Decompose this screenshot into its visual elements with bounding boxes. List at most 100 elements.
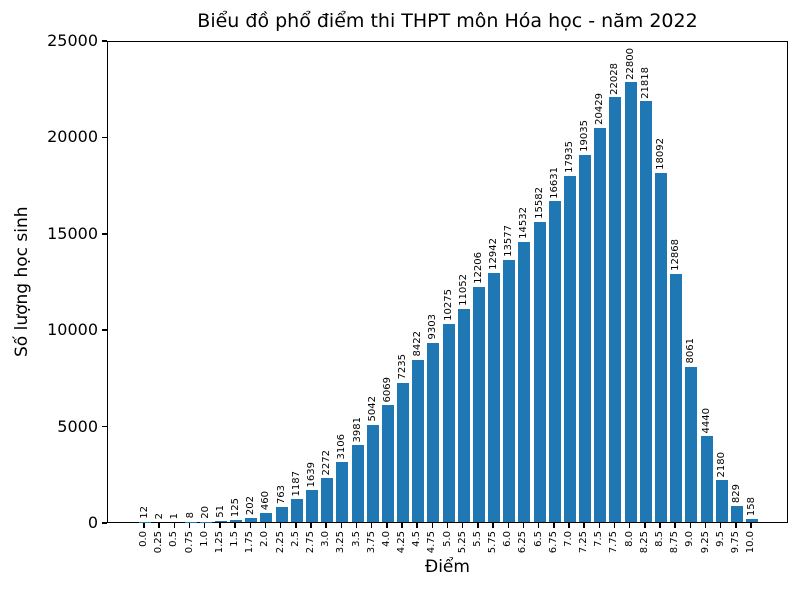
- bar-value-label: 2180: [715, 451, 727, 477]
- x-tick: [598, 523, 600, 528]
- x-tick: [416, 523, 418, 528]
- y-tick: [102, 425, 107, 428]
- x-tick-label: 6.75: [547, 531, 559, 554]
- y-tick: [102, 329, 107, 331]
- x-tick-label: 1.5: [229, 531, 241, 547]
- x-tick-label: 2.5: [289, 531, 301, 547]
- bar: [670, 273, 683, 522]
- x-tick-label: 7.75: [608, 531, 620, 554]
- x-tick: [295, 523, 297, 528]
- bar-value-label: 1639: [305, 461, 317, 488]
- bar-value-label: 8061: [685, 338, 697, 364]
- bar: [351, 445, 364, 522]
- x-tick-label: 0.75: [183, 531, 195, 554]
- bar: [746, 519, 758, 522]
- x-tick: [219, 523, 221, 528]
- bar: [275, 507, 288, 522]
- bar: [397, 382, 409, 522]
- x-tick-label: 0.5: [168, 531, 180, 547]
- bar: [518, 241, 531, 522]
- x-tick: [522, 523, 525, 528]
- bar: [624, 82, 637, 522]
- x-tick-label: 1.75: [244, 531, 256, 554]
- bar: [715, 480, 728, 522]
- bar: [230, 519, 243, 522]
- bar-value-label: 3106: [336, 433, 348, 460]
- bar-value-label: 1: [169, 512, 181, 519]
- y-tick-label: 25000: [47, 31, 98, 50]
- bar: [336, 462, 349, 522]
- x-tick-label: 10.0: [745, 531, 756, 554]
- x-tick: [461, 523, 464, 528]
- bar-value-label: 14532: [518, 207, 530, 239]
- x-tick: [386, 523, 388, 528]
- bar-value-label: 202: [245, 496, 257, 516]
- bar-value-label: 125: [230, 497, 242, 517]
- x-tick: [143, 523, 145, 528]
- x-axis-label: Điểm: [425, 557, 470, 577]
- bar-value-label: 2: [154, 512, 166, 519]
- x-tick: [264, 523, 267, 528]
- x-tick-label: 7.5: [593, 531, 605, 547]
- bar-value-label: 13577: [503, 225, 515, 258]
- x-tick-label: 8.25: [638, 531, 650, 554]
- bar-value-label: 460: [260, 491, 272, 511]
- bar-value-label: 7235: [397, 354, 408, 380]
- x-tick: [553, 523, 555, 528]
- plot-area: 12 2 1 8 20 51 125 202 460 763 1187 1639 2272 3106 398…: [107, 41, 788, 523]
- bar: [457, 308, 470, 522]
- y-tick-label: 20000: [47, 127, 98, 147]
- bar-value-label: 6069: [381, 376, 393, 402]
- x-tick: [492, 523, 494, 528]
- bar: [305, 490, 318, 522]
- bar: [381, 405, 394, 522]
- bar: [290, 499, 303, 522]
- y-axis-label: Số lượng học sinh: [12, 206, 32, 358]
- y-tick: [102, 40, 107, 42]
- x-tick-label: 1.25: [213, 531, 225, 554]
- bar: [639, 101, 652, 522]
- bar: [700, 436, 713, 522]
- bar: [366, 424, 379, 522]
- x-tick-label: 8.5: [654, 531, 665, 547]
- x-tick-label: 5.0: [441, 531, 453, 547]
- x-tick-label: 5.25: [456, 531, 468, 554]
- x-tick-label: 7.25: [578, 531, 590, 554]
- x-tick: [568, 523, 570, 528]
- x-tick: [659, 523, 661, 528]
- bar-value-label: 11052: [457, 274, 469, 306]
- bar: [655, 173, 667, 522]
- x-tick: [704, 523, 707, 528]
- x-tick: [310, 523, 312, 528]
- x-tick-label: 4.0: [380, 531, 392, 547]
- x-tick-label: 2.25: [274, 531, 286, 554]
- bar-value-label: 17935: [563, 141, 575, 174]
- bar-value-label: 1187: [290, 470, 302, 497]
- bar: [427, 342, 440, 522]
- x-tick: [325, 523, 327, 528]
- x-tick-label: 0.0: [138, 531, 149, 547]
- bar: [685, 366, 698, 522]
- x-tick: [173, 523, 176, 528]
- x-tick-label: 6.0: [502, 531, 514, 547]
- bar-value-label: 10275: [442, 289, 454, 321]
- bar-value-label: 12942: [488, 237, 499, 270]
- x-tick-label: 3.75: [365, 531, 377, 554]
- bar-value-label: 22800: [624, 47, 636, 80]
- x-tick: [188, 523, 191, 528]
- y-tick-label: 10000: [47, 320, 98, 340]
- bar: [260, 513, 273, 522]
- bar-value-label: 2272: [321, 449, 333, 476]
- x-tick: [628, 523, 631, 528]
- x-tick: [613, 523, 616, 528]
- x-tick-label: 1.0: [198, 531, 210, 547]
- bar: [503, 260, 516, 522]
- x-tick-label: 0.25: [153, 531, 165, 554]
- bar-value-label: 18092: [655, 138, 666, 171]
- x-tick-label: 9.5: [714, 531, 726, 547]
- x-tick-label: 8.75: [669, 531, 681, 554]
- bar-value-label: 8: [184, 512, 196, 519]
- bar-value-label: 15582: [533, 186, 545, 219]
- x-tick-label: 3.25: [335, 531, 347, 554]
